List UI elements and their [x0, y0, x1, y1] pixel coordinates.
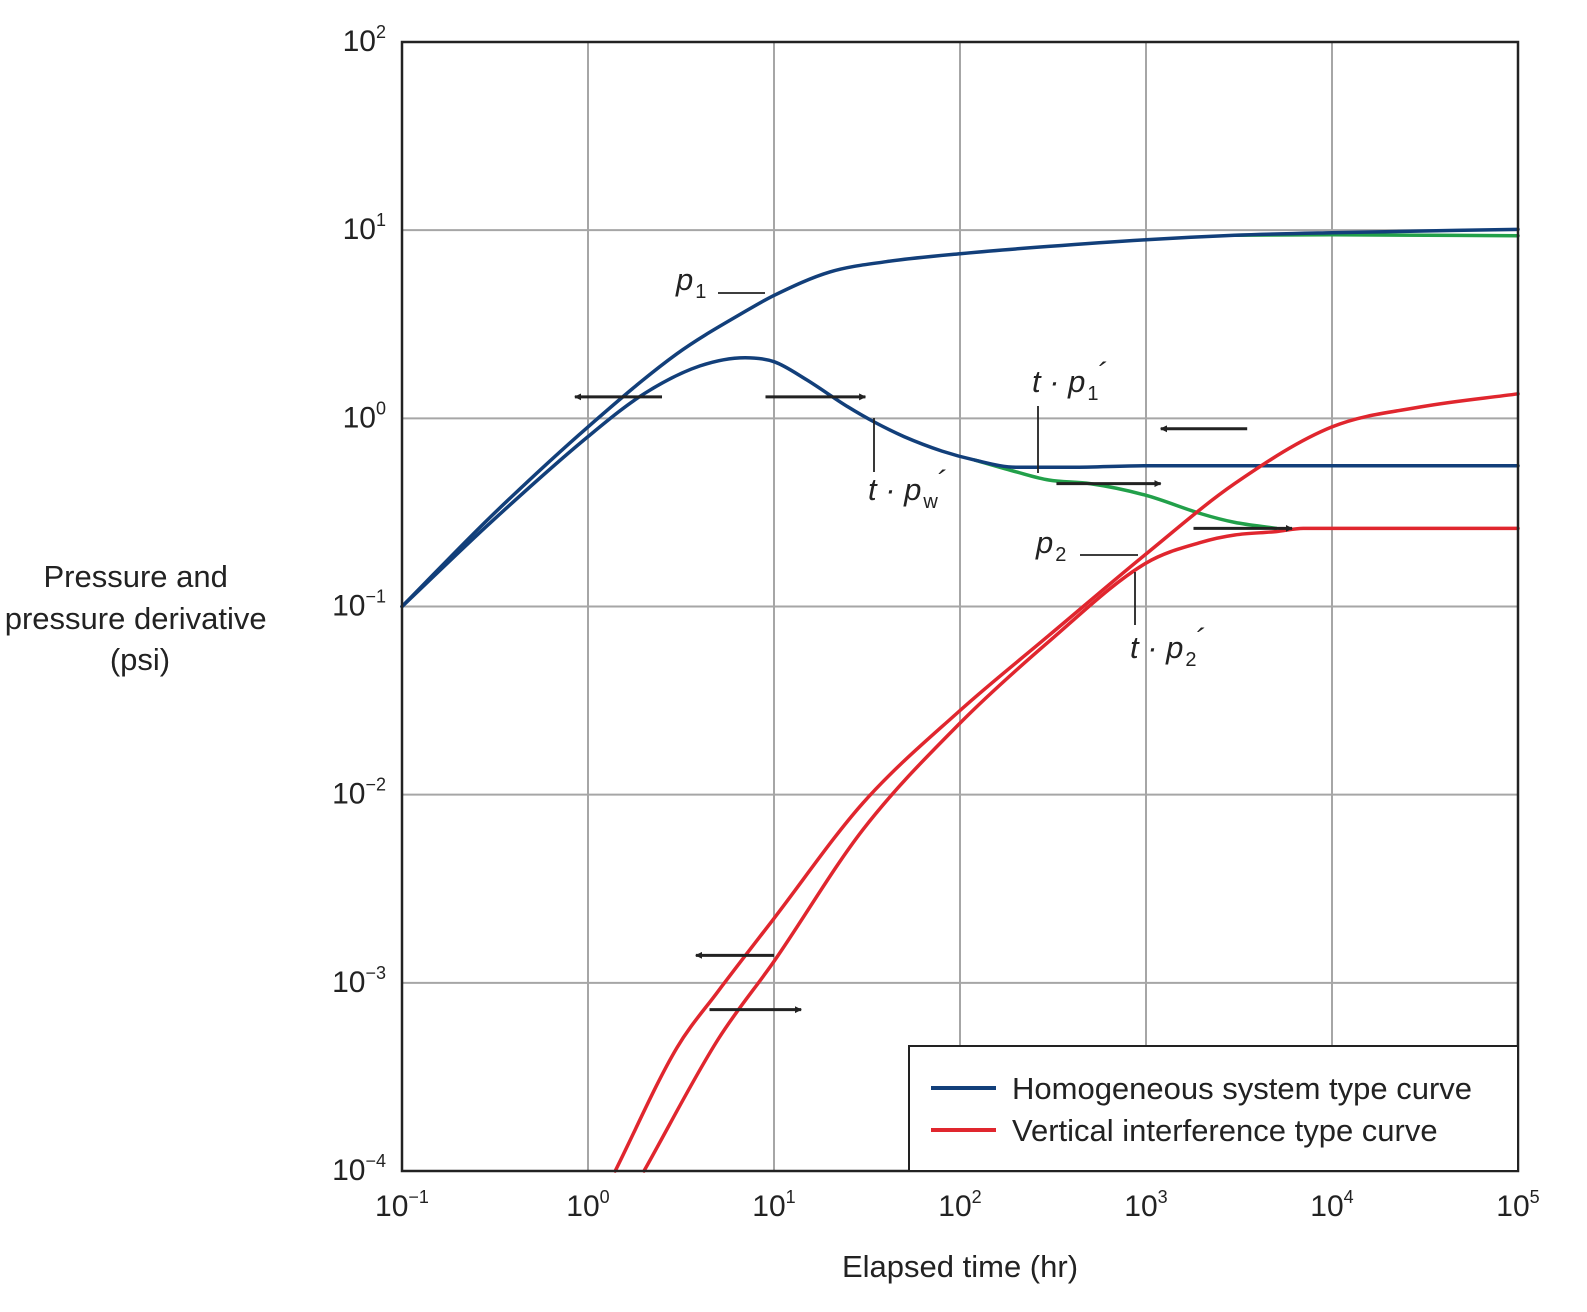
x-tick-label: 104	[1310, 1187, 1353, 1223]
x-tick-label: 100	[566, 1187, 609, 1223]
series-line-p1	[400, 227, 1520, 609]
series-line-t-p2	[642, 526, 1520, 1173]
y-tick-labels: 10−4 10−3 10−2 10−1 100 101 102	[332, 22, 386, 1187]
x-tick-label: 10−1	[375, 1187, 429, 1223]
y-tick-label: 101	[343, 210, 386, 246]
legend-label-homogeneous: Homogeneous system type curve	[1012, 1071, 1472, 1106]
series-line-green-lower	[972, 458, 1278, 531]
annotation-t-p1: t · p 1´	[1032, 356, 1107, 405]
legend-box	[908, 1045, 1519, 1172]
arrows	[574, 393, 1293, 1014]
y-axis-title: Pressure and pressure derivative (psi)	[5, 559, 276, 677]
x-tick-labels: 10−1 100 101 102 103 104 105	[375, 1187, 1540, 1223]
x-tick-label: 102	[938, 1187, 981, 1223]
annotation-t-pw: t · p w´	[868, 464, 946, 513]
gridlines	[401, 41, 1519, 1172]
x-axis-title: Elapsed time (hr)	[842, 1249, 1078, 1284]
y-tick-label: 10−4	[332, 1151, 386, 1187]
legend-label-interference: Vertical interference type curve	[1012, 1113, 1438, 1148]
series-line-p2	[613, 392, 1520, 1173]
x-tick-label: 103	[1124, 1187, 1167, 1223]
annotations: p 1 t · p w´ t · p 1´ p 2 t · p 2´	[675, 262, 1205, 671]
series-line-t-pw	[400, 355, 1520, 609]
annotation-leaders	[718, 292, 1138, 625]
y-tick-label: 10−3	[332, 963, 386, 999]
y-tick-label: 100	[343, 398, 386, 434]
x-tick-label: 105	[1496, 1187, 1539, 1223]
curves	[400, 227, 1520, 1173]
y-tick-label: 10−2	[332, 775, 386, 811]
x-tick-label: 101	[752, 1187, 795, 1223]
annotation-t-p2: t · p 2´	[1130, 622, 1205, 671]
y-axis-title-line: (psi)	[110, 642, 170, 677]
y-tick-label: 10−1	[332, 587, 386, 623]
y-axis-title-line: Pressure and	[43, 559, 227, 594]
y-tick-label: 102	[343, 22, 386, 58]
y-axis-title-line: pressure derivative	[5, 601, 267, 636]
legend: Homogeneous system type curve Vertical i…	[908, 1045, 1519, 1172]
